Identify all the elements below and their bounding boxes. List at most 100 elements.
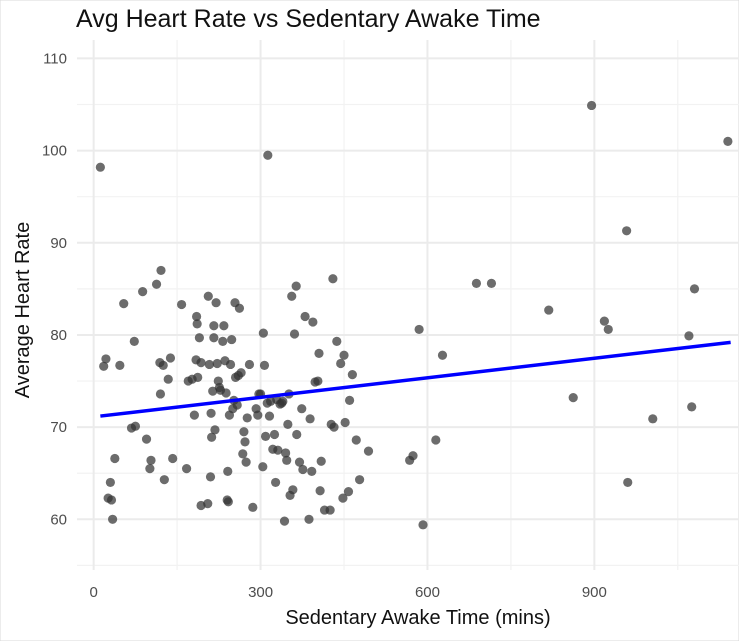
- data-point: [329, 422, 339, 432]
- data-point: [105, 477, 115, 488]
- data-point: [130, 421, 141, 431]
- data-point: [168, 453, 178, 464]
- data-point: [151, 279, 162, 289]
- data-point: [106, 495, 117, 505]
- data-point: [273, 445, 283, 455]
- data-point: [315, 486, 325, 496]
- data-point: [206, 408, 216, 418]
- data-point: [165, 353, 176, 363]
- data-point: [287, 291, 297, 301]
- data-point: [241, 457, 251, 467]
- data-point: [355, 475, 365, 485]
- data-point: [189, 410, 199, 420]
- data-points: [95, 100, 733, 530]
- data-point: [294, 457, 305, 467]
- y-axis-title: Average Heart Rate: [12, 222, 34, 398]
- data-point: [308, 317, 318, 327]
- data-point: [218, 336, 228, 347]
- data-point: [129, 336, 139, 347]
- data-point: [260, 431, 271, 441]
- data-point: [176, 299, 187, 310]
- data-point: [408, 451, 418, 461]
- data-point: [258, 328, 268, 338]
- y-tick-labels: 60 70 80 90 100 110: [42, 50, 67, 528]
- data-point: [687, 402, 697, 412]
- data-point: [278, 396, 288, 406]
- data-point: [225, 359, 236, 370]
- data-point: [248, 502, 258, 512]
- data-point: [205, 472, 216, 482]
- data-point: [196, 358, 206, 368]
- data-point: [119, 299, 129, 309]
- data-point: [244, 359, 255, 370]
- data-point: [101, 354, 111, 364]
- data-point: [240, 437, 250, 447]
- y-tick-label: 70: [50, 419, 67, 436]
- data-point: [344, 395, 355, 405]
- data-point: [723, 136, 733, 146]
- y-tick-label: 100: [42, 143, 67, 160]
- data-point: [141, 434, 152, 444]
- data-point: [259, 360, 270, 370]
- data-point: [340, 417, 350, 428]
- data-point: [163, 374, 173, 384]
- data-point: [603, 324, 613, 335]
- trend-line: [100, 340, 731, 418]
- data-point: [648, 414, 658, 424]
- data-point: [194, 333, 204, 343]
- data-point: [343, 487, 354, 497]
- data-point: [115, 360, 125, 370]
- y-tick-label: 110: [43, 50, 67, 67]
- data-point: [192, 311, 202, 322]
- x-tick-label: 900: [582, 584, 607, 601]
- data-point: [253, 410, 263, 420]
- data-point: [138, 287, 148, 297]
- data-point: [414, 324, 424, 335]
- data-point: [192, 319, 202, 329]
- data-point: [193, 372, 203, 382]
- data-point: [279, 516, 290, 526]
- data-point: [297, 404, 307, 414]
- data-point: [599, 316, 609, 326]
- data-point: [223, 497, 233, 507]
- data-point: [351, 435, 361, 445]
- data-point: [263, 150, 273, 160]
- data-point: [158, 360, 168, 370]
- data-point: [209, 321, 219, 331]
- data-point: [108, 514, 118, 524]
- data-point: [159, 475, 169, 485]
- data-point: [236, 368, 246, 378]
- data-point: [271, 477, 281, 488]
- data-point: [338, 493, 348, 503]
- data-point: [292, 429, 302, 440]
- data-point: [146, 455, 156, 465]
- data-point: [313, 376, 323, 386]
- data-point: [486, 278, 497, 288]
- data-point: [622, 226, 632, 236]
- chart-title: Avg Heart Rate vs Sedentary Awake Time: [76, 5, 541, 33]
- data-point: [431, 435, 441, 445]
- data-point: [232, 400, 242, 410]
- x-tick-labels: 0 300 600 900: [90, 584, 607, 601]
- data-point: [544, 305, 554, 315]
- data-point: [316, 456, 326, 466]
- data-point: [332, 336, 342, 347]
- data-point: [283, 419, 293, 429]
- data-point: [300, 311, 310, 322]
- data-point: [328, 274, 338, 284]
- data-point: [239, 427, 249, 437]
- data-point: [291, 281, 301, 291]
- data-point: [145, 464, 155, 474]
- x-tick-label: 300: [248, 584, 273, 601]
- data-point: [181, 464, 192, 474]
- data-point: [307, 466, 317, 476]
- data-point: [238, 449, 248, 459]
- data-point: [623, 477, 633, 488]
- x-tick-label: 600: [415, 584, 440, 601]
- data-point: [336, 358, 346, 369]
- data-point: [156, 265, 166, 276]
- data-point: [242, 413, 252, 423]
- data-point: [298, 464, 308, 475]
- data-point: [684, 331, 694, 341]
